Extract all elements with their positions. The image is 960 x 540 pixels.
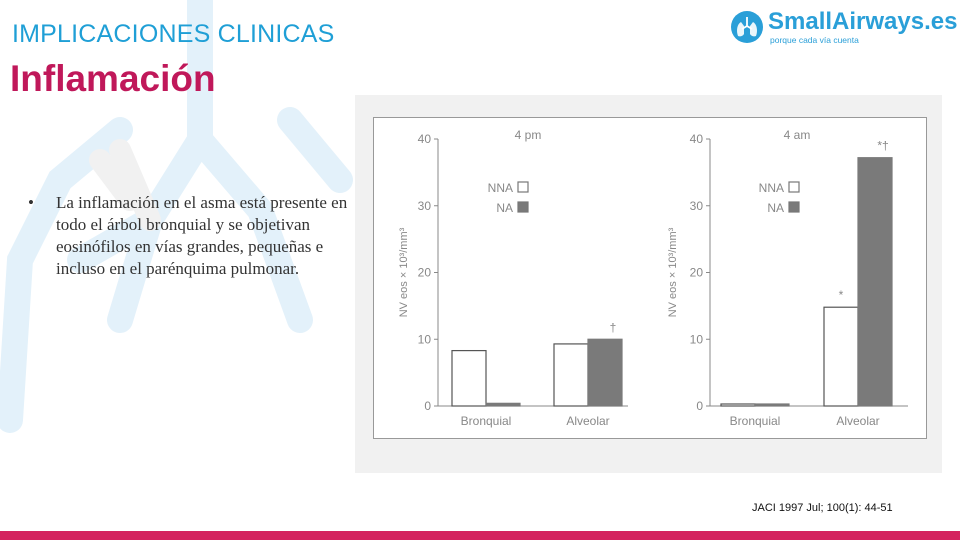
x-tick-label: Bronquial	[461, 414, 512, 428]
logo-name: SmallAirways.es	[768, 8, 958, 35]
legend-swatch	[517, 181, 529, 193]
x-tick-label: Alveolar	[566, 414, 609, 428]
lungs-icon	[731, 11, 763, 43]
bullet-marker: •	[28, 193, 34, 212]
legend-label: NNA	[759, 181, 784, 195]
y-tick-label: 10	[418, 332, 432, 346]
eosinophil-charts: 0 10 20 30 40 NV eos × 10³/mm³ 4 pm NNA NA Bronqu…	[398, 128, 908, 428]
bar-nna-bronquial	[451, 349, 487, 407]
x-tick-label: Alveolar	[836, 414, 879, 428]
citation: JACI 1997 Jul; 100(1): 44-51	[752, 502, 893, 514]
y-tick-label: 0	[696, 399, 703, 413]
legend-swatch	[517, 201, 529, 213]
y-tick-label: 10	[690, 332, 704, 346]
legend-label: NA	[496, 201, 513, 215]
bullet-text: La inflamación en el asma está presente …	[56, 193, 348, 278]
y-tick-label: 30	[690, 199, 704, 213]
bar-nna-bronquial	[720, 403, 756, 407]
significance-marker: †	[610, 320, 617, 334]
brand-logo: SmallAirways.es porque cada vía cuenta	[730, 8, 957, 48]
y-axis-label: NV eos × 10³/mm³	[398, 227, 410, 317]
y-axis-label: NV eos × 10³/mm³	[667, 227, 679, 317]
bar-na-alveolar	[587, 338, 623, 407]
significance-marker: *	[839, 288, 844, 302]
y-tick-label: 40	[418, 132, 432, 146]
chart-title: 4 pm	[515, 128, 542, 142]
bar-na-alveolar	[857, 157, 893, 407]
section-title: IMPLICACIONES CLINICAS	[12, 20, 335, 48]
x-tick-label: Bronquial	[730, 414, 781, 428]
y-tick-label: 20	[418, 266, 432, 280]
bar-nna-alveolar	[553, 343, 589, 407]
significance-marker: *†	[877, 139, 888, 153]
logo-tagline: porque cada vía cuenta	[770, 35, 859, 45]
legend-label: NA	[767, 201, 784, 215]
footer-bar	[0, 531, 960, 540]
bar-na-bronquial	[485, 402, 521, 407]
y-tick-label: 20	[690, 266, 704, 280]
y-tick-label: 40	[690, 132, 704, 146]
chart-title: 4 am	[784, 128, 811, 142]
slide-title: Inflamación	[10, 58, 216, 99]
bar-nna-alveolar	[823, 306, 859, 407]
legend-swatch	[788, 201, 800, 213]
y-tick-label: 30	[418, 199, 432, 213]
y-tick-label: 0	[424, 399, 431, 413]
legend-swatch	[788, 181, 800, 193]
legend-label: NNA	[488, 181, 513, 195]
bullet-point: • La inflamación en el asma está present…	[28, 192, 348, 280]
bar-na-bronquial	[754, 403, 790, 407]
